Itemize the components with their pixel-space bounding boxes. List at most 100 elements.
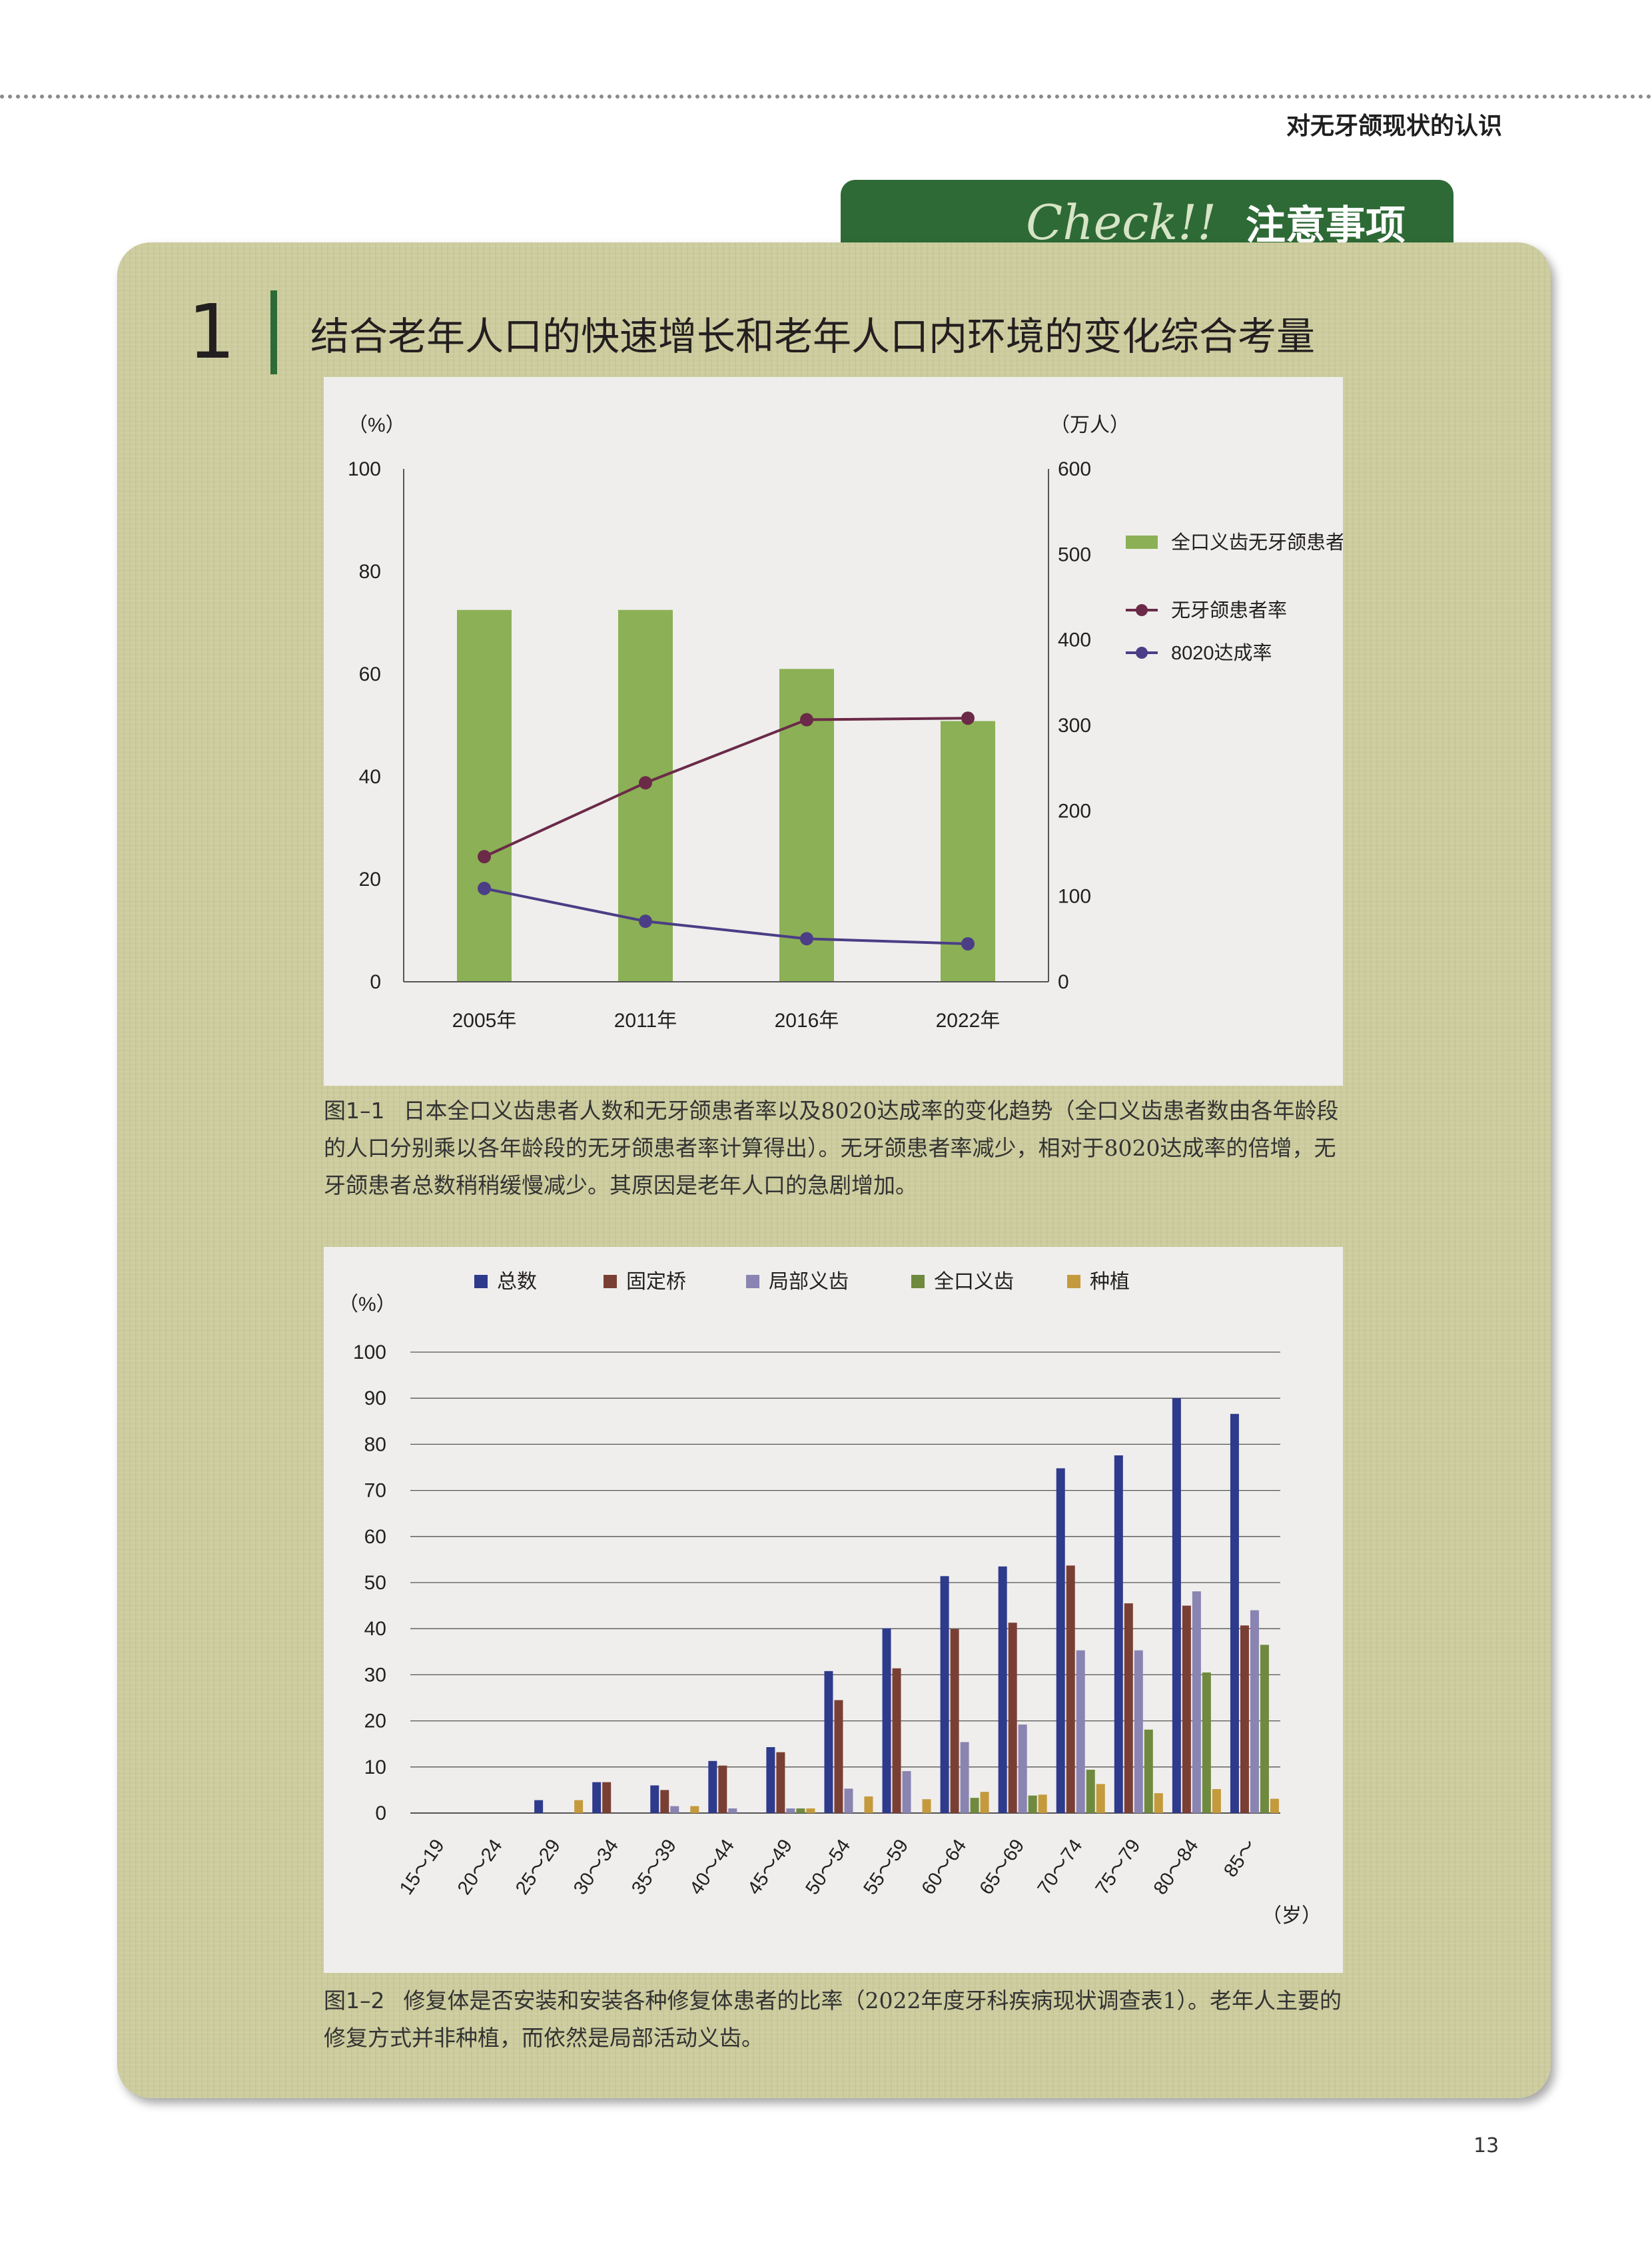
bar-4-9: [980, 1792, 989, 1813]
legend-marker-2: [1136, 647, 1148, 659]
bar-0-6: [766, 1747, 775, 1813]
x-tick-label: 20～24: [454, 1836, 507, 1899]
series-1-point-1: [639, 776, 652, 790]
bar-1-8: [892, 1668, 901, 1813]
bar-3-6: [796, 1808, 805, 1813]
x-tick-label: 2022年: [936, 1010, 1001, 1032]
y-tick-label: 50: [364, 1572, 386, 1594]
y-tick-label: 40: [364, 1618, 386, 1640]
bar-0-10: [998, 1566, 1007, 1813]
check-tab: Check!! 注意事项: [841, 180, 1453, 250]
bar-4-8: [922, 1799, 931, 1813]
y-tick-label: 10: [364, 1756, 386, 1778]
figure2-chart-box: 0 10 20 30 40 50 60 70 80 90 100 15～19 20～24 25～29 30…: [324, 1247, 1343, 1973]
x-tick-label: 80～84: [1150, 1836, 1203, 1899]
bar-0-3: [592, 1782, 602, 1813]
x-tick-label: 70～74: [1034, 1836, 1087, 1899]
bar-0-4: [650, 1785, 659, 1813]
section-divider: [270, 290, 277, 374]
bar-0-9: [940, 1576, 949, 1813]
left-tick-label: 20: [359, 869, 381, 891]
bar-0-12: [1114, 1455, 1123, 1813]
legend-swatch-0: [474, 1275, 488, 1288]
bar-4-10: [1038, 1794, 1047, 1813]
right-tick-label: 100: [1058, 886, 1091, 908]
bar-1-4: [660, 1790, 669, 1813]
x-axis-unit: （岁）: [1262, 1905, 1322, 1927]
right-tick-label: 200: [1058, 800, 1091, 822]
right-tick-label: 400: [1058, 629, 1091, 651]
right-tick-label: 0: [1058, 971, 1069, 993]
bar-2-11: [1076, 1650, 1085, 1813]
left-tick-label: 100: [348, 458, 381, 480]
legend-label: 无牙颌患者率: [1171, 599, 1287, 621]
y-tick-label: 80: [364, 1433, 386, 1455]
right-tick-label: 500: [1058, 544, 1091, 565]
section-title: 结合老年人口的快速增长和老年人口内环境的变化综合考量: [310, 314, 1316, 359]
series-2-point-3: [961, 937, 975, 951]
bar-2-7: [844, 1788, 853, 1813]
section-number: 1: [188, 289, 236, 376]
figure1-caption: 图1–1 日本全口义齿患者人数和无牙颌患者率以及8020达成率的变化趋势（全口义齿…: [324, 1092, 1343, 1204]
legend-label: 全口义齿: [934, 1271, 1014, 1293]
bar-2-9: [960, 1742, 969, 1813]
legend-label: 全口义齿无牙颌患者数: [1171, 532, 1343, 554]
x-tick-label: 65～69: [976, 1836, 1029, 1899]
bar-3-11: [1086, 1769, 1095, 1813]
legend-swatch-1: [604, 1275, 617, 1288]
bar-4-12: [1154, 1793, 1163, 1813]
bar-4-11: [1096, 1784, 1105, 1813]
bar-1-11: [1066, 1565, 1075, 1813]
y-tick-label: 70: [364, 1480, 386, 1502]
x-tick-label: 60～64: [917, 1836, 971, 1899]
legend-swatch-2: [746, 1275, 759, 1288]
bar-1-9: [950, 1629, 959, 1813]
right-tick-label: 300: [1058, 715, 1091, 737]
legend-label: 总数: [497, 1271, 537, 1293]
bar-3-10: [1028, 1795, 1037, 1813]
bar-0: [457, 609, 512, 982]
legend-label: 种植: [1090, 1271, 1130, 1293]
bar-4-6: [806, 1808, 815, 1813]
bar-4-7: [864, 1796, 873, 1813]
bar-3-13: [1202, 1672, 1211, 1813]
bar-1-7: [834, 1700, 843, 1813]
left-tick-label: 60: [359, 663, 381, 685]
figure2-chart: 0 10 20 30 40 50 60 70 80 90 100 15～19 20～24 25～29 30…: [338, 1271, 1322, 1927]
legend-swatch-0: [1126, 536, 1158, 549]
figure2-caption-label: 图1–2: [324, 1988, 385, 2014]
bar-4-13: [1212, 1789, 1221, 1813]
bar-1-5: [718, 1765, 727, 1813]
figure1-caption-text: 日本全口义齿患者人数和无牙颌患者率以及8020达成率的变化趋势（全口义齿患者数由…: [324, 1098, 1339, 1198]
y-tick-label: 90: [364, 1387, 386, 1409]
legend-label: 8020达成率: [1171, 642, 1272, 664]
bar-2-12: [1134, 1650, 1143, 1813]
bar-2-4: [670, 1806, 679, 1813]
legend-swatch-4: [1067, 1275, 1080, 1288]
x-tick-label: 85～: [1220, 1836, 1260, 1882]
series-line-2: [484, 887, 969, 946]
right-axis-unit: （万人）: [1050, 414, 1130, 436]
bar-1-12: [1124, 1603, 1133, 1813]
bar-2-13: [1192, 1591, 1201, 1813]
bar-0-7: [824, 1671, 833, 1813]
figure2-caption: 图1–2 修复体是否安装和安装各种修复体患者的比率（2022年度牙科疾病现状调查表…: [324, 1982, 1343, 2057]
bar-0-14: [1230, 1413, 1239, 1813]
check-label: Check!!: [1026, 194, 1216, 250]
y-tick-label: 0: [375, 1802, 386, 1824]
x-tick-label: 25～29: [512, 1836, 565, 1899]
left-tick-label: 40: [359, 766, 381, 788]
left-tick-label: 0: [370, 971, 381, 993]
series-line-1: [484, 717, 969, 858]
top-dotted-rule: [0, 95, 1652, 99]
x-tick-label: 50～54: [801, 1836, 855, 1899]
bar-3-9: [970, 1798, 979, 1813]
bar-0-13: [1172, 1398, 1181, 1813]
x-tick-label: 40～44: [685, 1836, 739, 1899]
x-tick-label: 2005年: [452, 1010, 517, 1032]
tab-title: 注意事项: [1246, 202, 1406, 249]
running-header: 对无牙颌现状的认识: [1286, 113, 1502, 140]
series-1-point-0: [478, 850, 491, 864]
series-2-point-0: [478, 881, 491, 895]
bar-1-6: [776, 1752, 785, 1813]
